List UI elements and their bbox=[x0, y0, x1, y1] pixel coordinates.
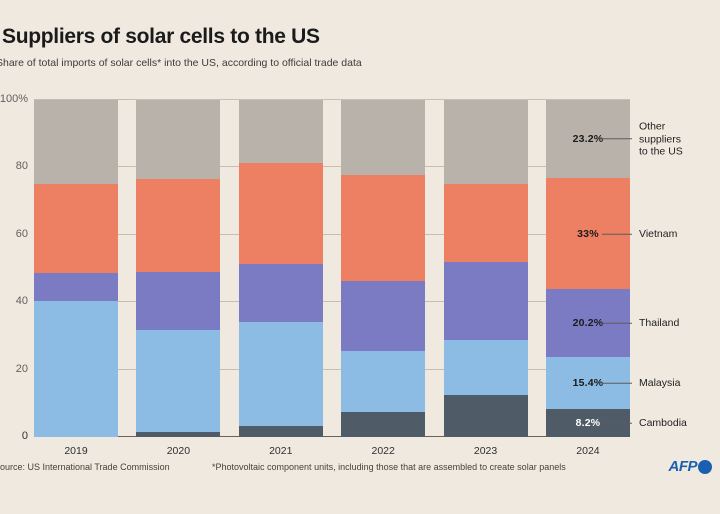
afp-logo-text: AFP bbox=[668, 458, 698, 475]
gridline-100: 100% bbox=[0, 93, 630, 105]
bar-segment-malaysia[interactable] bbox=[238, 322, 323, 426]
afp-logo: AFP bbox=[668, 458, 712, 475]
bar-segment-other-suppliers-to-the-us[interactable] bbox=[443, 100, 528, 184]
y-axis-tick-label: 100% bbox=[0, 93, 28, 105]
bar-segment-value-label: 33% bbox=[577, 227, 599, 240]
gridline-20: 20 bbox=[16, 363, 630, 375]
bar-segment-other-suppliers-to-the-us[interactable] bbox=[238, 100, 323, 164]
stacked-bar bbox=[238, 100, 323, 437]
x-axis-tick-label: 2020 bbox=[166, 445, 191, 457]
bar-segment-vietnam[interactable] bbox=[238, 163, 323, 265]
bar-segment-vietnam[interactable] bbox=[341, 174, 426, 281]
bar-segment-value-label: 23.2% bbox=[572, 133, 604, 146]
plot-inner: 0 20 40 60 80 100% 2019 2020 2021 2022 2023 8.2% 15… bbox=[0, 93, 630, 457]
bar-segment-malaysia[interactable] bbox=[136, 329, 221, 432]
chart-plot-area: 0 20 40 60 80 100% 2019 2020 2021 2022 2023 8.2% 15… bbox=[0, 93, 720, 457]
callout-leader-line bbox=[602, 322, 632, 324]
x-axis-tick-label: 2021 bbox=[269, 445, 293, 457]
bar-segment-other-suppliers-to-the-us[interactable] bbox=[136, 100, 221, 180]
y-axis-tick-label: 80 bbox=[15, 160, 28, 173]
x-axis-tick-label: 2024 bbox=[576, 445, 600, 457]
chart-header: Suppliers of solar cells to the US Share… bbox=[0, 24, 720, 70]
bar-segment-value-label: 8.2% bbox=[575, 417, 601, 430]
bar-segment-malaysia[interactable] bbox=[341, 351, 426, 413]
bar-column-2022[interactable]: 2022 bbox=[341, 100, 426, 457]
bar-column-2021[interactable]: 2021 bbox=[238, 100, 323, 457]
bar-segment-value-label: 20.2% bbox=[572, 317, 604, 330]
bar-segment-cambodia[interactable] bbox=[341, 412, 426, 437]
bar-column-2019[interactable]: 2019 bbox=[34, 100, 118, 457]
bar-segment-value-label: 15.4% bbox=[572, 377, 604, 390]
callout-label-text: Cambodia bbox=[639, 416, 687, 429]
callout-label-text: Vietnam bbox=[639, 227, 678, 240]
bar-segment-vietnam[interactable] bbox=[34, 183, 118, 274]
bar-segment-vietnam[interactable] bbox=[443, 183, 528, 263]
bar-segment-malaysia[interactable] bbox=[443, 339, 528, 395]
callout-leader-line bbox=[602, 138, 632, 140]
bar-segment-malaysia[interactable] bbox=[34, 301, 118, 437]
stacked-bar: 8.2% 15.4% 20.2% 33% 23.2% bbox=[545, 100, 630, 437]
bar-segment-thailand[interactable] bbox=[136, 272, 221, 330]
y-axis-tick-label: 60 bbox=[15, 227, 28, 240]
callout-label-text: Malaysia bbox=[639, 377, 681, 390]
chart-subtitle: Share of total imports of solar cells* i… bbox=[0, 57, 362, 69]
bar-column-2023[interactable]: 2023 bbox=[443, 100, 528, 457]
x-axis-tick-label: 2023 bbox=[473, 445, 498, 457]
bar-segment-other-suppliers-to-the-us[interactable] bbox=[341, 100, 426, 175]
bar-segment-thailand[interactable] bbox=[238, 264, 323, 323]
bar-segment-thailand[interactable] bbox=[341, 280, 426, 352]
x-axis-tick-label: 2022 bbox=[371, 445, 395, 457]
footnote-text: *Photovoltaic component units, including… bbox=[212, 462, 566, 472]
gridline-80: 80 bbox=[16, 160, 630, 172]
callout-vietnam: Vietnam bbox=[602, 227, 678, 241]
callout-label-text: Other suppliers to the US bbox=[639, 120, 683, 158]
y-axis-tick-label: 20 bbox=[15, 362, 28, 375]
bar-segment-other-suppliers-to-the-us[interactable] bbox=[34, 100, 118, 184]
bar-column-2020[interactable]: 2020 bbox=[136, 100, 221, 457]
afp-logo-dot-icon bbox=[698, 459, 712, 474]
gridline-60: 60 bbox=[16, 228, 630, 240]
bar-segment-cambodia[interactable] bbox=[238, 425, 323, 437]
chart-footer: Source: US International Trade Commissio… bbox=[0, 458, 720, 514]
y-axis-tick-label: 40 bbox=[15, 295, 28, 308]
callout-thailand: Thailand bbox=[602, 317, 680, 330]
callout-leader-line bbox=[602, 233, 632, 235]
bar-column-2024[interactable]: 8.2% 15.4% 20.2% 33% 23.2% 2024 bbox=[545, 100, 630, 457]
bar-segment-cambodia[interactable] bbox=[136, 431, 221, 437]
callout-leader-line bbox=[602, 382, 632, 384]
gridline-40: 40 bbox=[16, 295, 630, 307]
y-axis-tick-label: 0 bbox=[21, 429, 28, 442]
bar-group: 2019 2020 2021 2022 2023 8.2% 15.4% 20.2% 33% 23.… bbox=[34, 100, 630, 457]
x-axis-tick-label: 2019 bbox=[64, 445, 88, 457]
bar-segment-cambodia[interactable] bbox=[443, 394, 528, 437]
stacked-bar bbox=[341, 100, 426, 437]
callout-leader-line bbox=[602, 422, 632, 424]
bar-segment-thailand[interactable] bbox=[34, 273, 118, 302]
source-note: Source: US International Trade Commissio… bbox=[0, 462, 170, 472]
callout-labels: Other suppliers to the US Vietnam Thailand… bbox=[602, 100, 720, 440]
stacked-bar bbox=[34, 100, 118, 437]
stacked-bar bbox=[136, 100, 221, 437]
bar-segment-vietnam[interactable] bbox=[136, 179, 221, 273]
stacked-bar bbox=[443, 100, 528, 437]
callout-other: Other suppliers to the US bbox=[602, 120, 683, 158]
bar-segment-thailand[interactable] bbox=[443, 262, 528, 340]
callout-label-text: Thailand bbox=[639, 317, 680, 330]
callout-malaysia: Malaysia bbox=[602, 377, 681, 390]
page-title: Suppliers of solar cells to the US bbox=[2, 25, 320, 48]
axis-line-zero: 0 bbox=[22, 430, 630, 442]
callout-cambodia: Cambodia bbox=[602, 416, 687, 430]
